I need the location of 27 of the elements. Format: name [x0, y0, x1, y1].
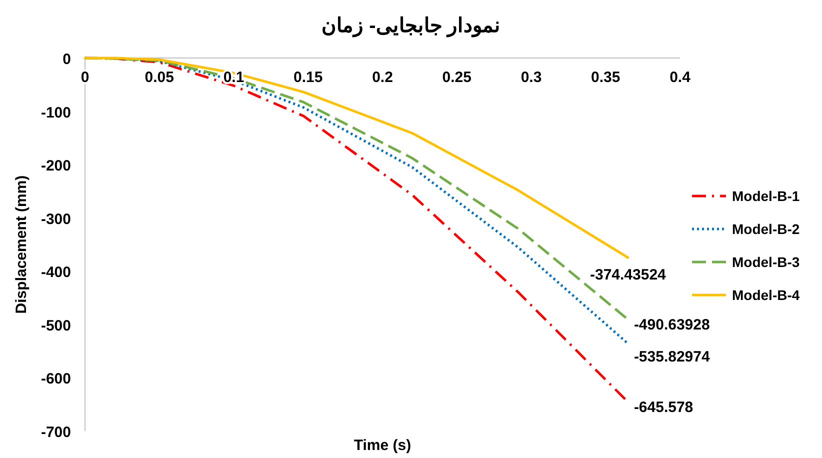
xtick: 0.35 — [591, 69, 620, 86]
xtick: 0.25 — [442, 69, 472, 86]
ytick: -700 — [40, 424, 71, 441]
xtick: 0.05 — [144, 69, 174, 86]
legend-label: Model-B-3 — [732, 254, 800, 270]
ytick: -600 — [40, 370, 71, 388]
ytick: -500 — [40, 317, 71, 334]
xlabel: Time (s) — [354, 437, 412, 454]
xtick: 0.2 — [372, 69, 393, 86]
ytick: -300 — [40, 210, 71, 228]
data-label: -645.578 — [634, 399, 694, 416]
ytick: -200 — [40, 158, 71, 175]
xtick: 0.15 — [294, 69, 323, 86]
xtick: 0.3 — [520, 69, 542, 86]
xtick: 0.4 — [670, 69, 690, 86]
title: نمودار جابجایی- زمان — [322, 15, 500, 37]
ylabel: Displacement (mm) — [13, 175, 30, 314]
legend-label: Model-B-4 — [732, 287, 800, 303]
legend-label: Model-B-1 — [732, 188, 800, 204]
data-label: -535.82974 — [634, 348, 710, 366]
ytick: -400 — [40, 264, 71, 282]
ytick: 0 — [62, 51, 71, 68]
data-label: -374.43524 — [590, 266, 666, 284]
data-label: -490.63928 — [634, 316, 710, 334]
xtick: 0 — [80, 69, 90, 86]
ytick: -100 — [40, 104, 71, 122]
legend-label: Model-B-2 — [732, 221, 800, 237]
